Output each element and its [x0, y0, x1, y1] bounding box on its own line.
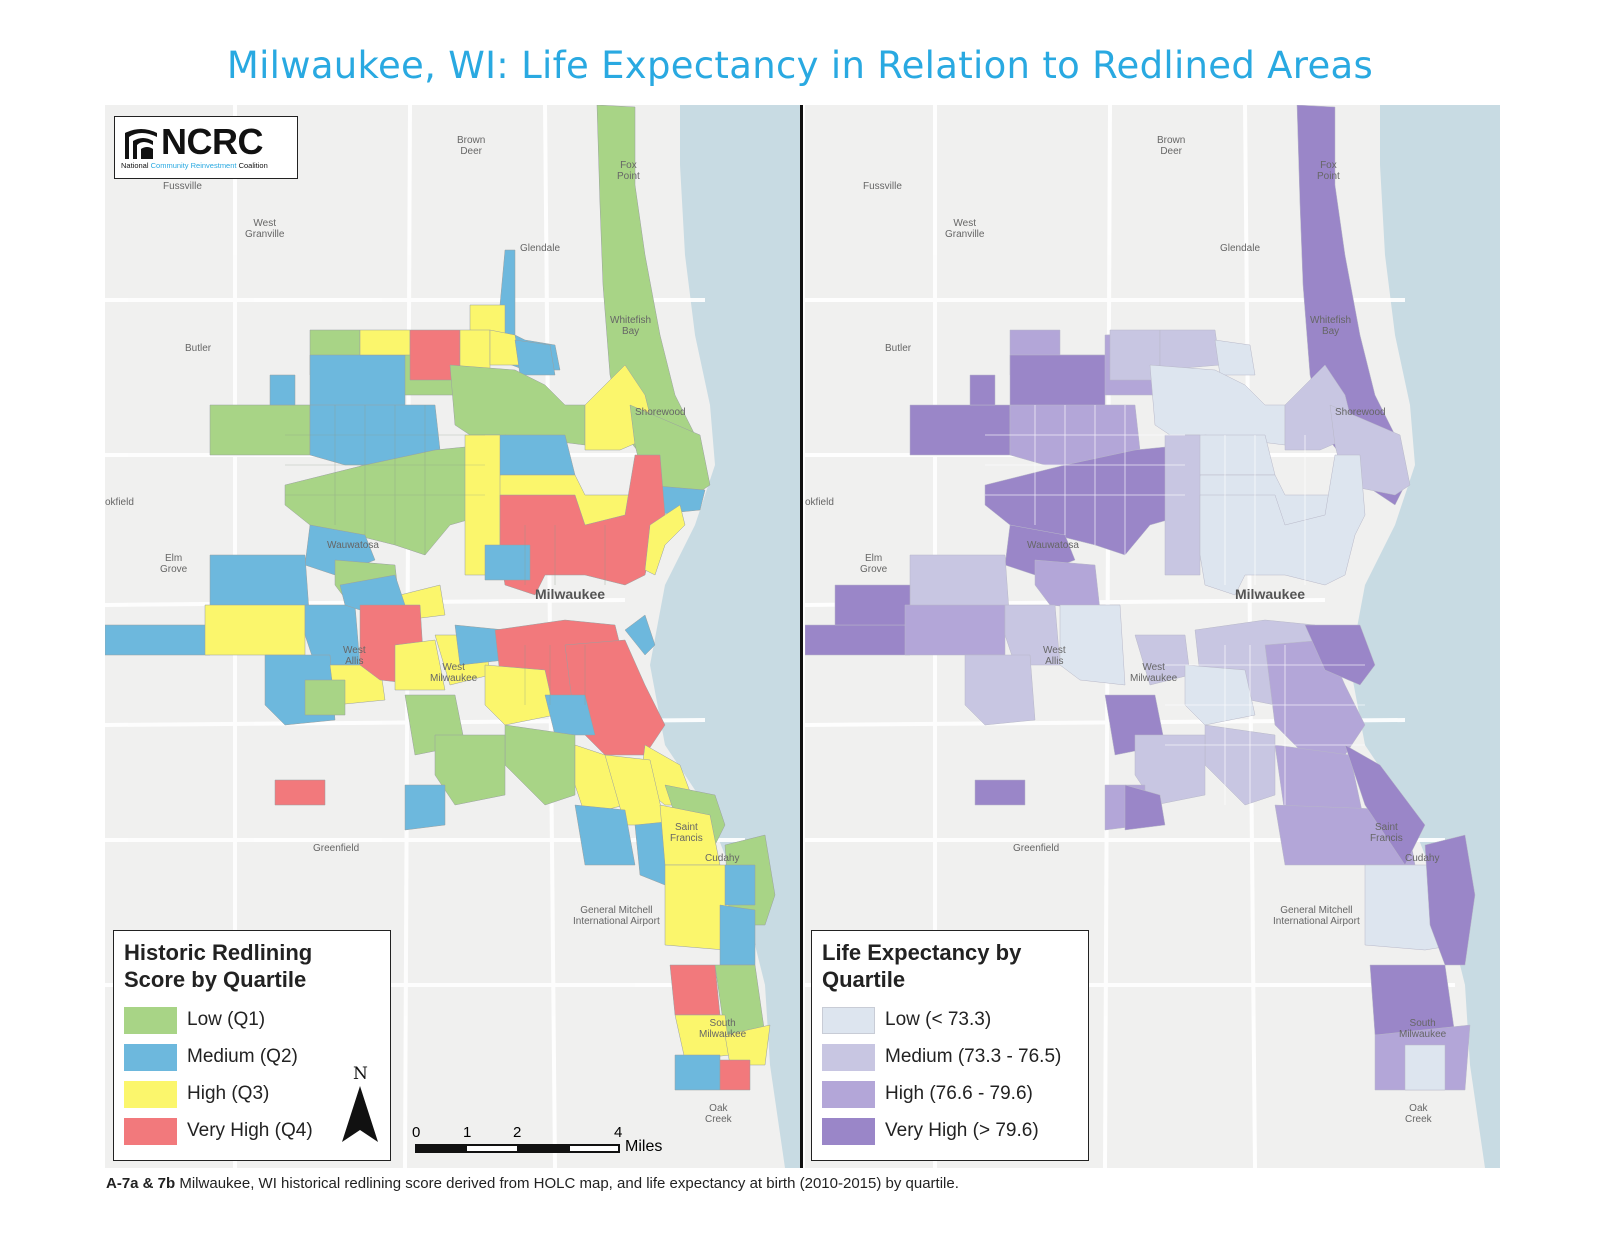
- redlining-legend-title-2: Score by Quartile: [124, 967, 307, 992]
- scale-tick-2: 2: [513, 1124, 522, 1141]
- scale-tick-4: 4: [614, 1124, 623, 1141]
- north-arrow: N: [340, 1064, 384, 1144]
- life-legend-label-medium: Medium (73.3 - 76.5): [885, 1046, 1062, 1067]
- legend-label-high: High (Q3): [187, 1083, 270, 1104]
- place-brookfield: okfield: [105, 497, 134, 508]
- place-elm-grove: Elm Grove: [860, 553, 888, 575]
- place-brookfield: okfield: [805, 497, 834, 508]
- caption-figure-id: A-7a & 7b: [106, 1175, 176, 1192]
- place-whitefish-bay: Whitefish Bay: [610, 315, 652, 337]
- legend-row-high: High (Q3): [124, 1081, 394, 1108]
- life-expectancy-map-canvas: [805, 105, 1500, 1168]
- north-arrow-icon: [342, 1086, 378, 1142]
- legend-swatch-medium: [124, 1044, 177, 1071]
- place-west-granville: West Granville: [945, 218, 985, 240]
- ncrc-logo-text: NCRC: [161, 121, 264, 162]
- life-legend-label-very-high: Very High (> 79.6): [885, 1120, 1039, 1141]
- page-title: Milwaukee, WI: Life Expectancy in Relati…: [226, 44, 1374, 87]
- place-west-milwaukee: West Milwaukee: [1130, 662, 1178, 684]
- place-butler: Butler: [185, 343, 212, 354]
- life-legend-row-medium: Medium (73.3 - 76.5): [822, 1044, 1092, 1071]
- place-fussville: Fussville: [863, 181, 902, 192]
- place-cudahy: Cudahy: [705, 853, 740, 864]
- place-glendale: Glendale: [520, 243, 561, 254]
- place-south-milwaukee: South Milwaukee: [1399, 1018, 1447, 1040]
- place-whitefish-bay: Whitefish Bay: [1310, 315, 1352, 337]
- scale-tick-0: 0: [412, 1124, 421, 1141]
- place-oak-creek: Oak Creek: [1405, 1103, 1432, 1125]
- place-fox-point: Fox Point: [1317, 160, 1340, 182]
- life-legend-row-high: High (76.6 - 79.6): [822, 1081, 1092, 1108]
- logo-sub-3: Coalition: [238, 161, 268, 170]
- redlining-map-canvas: [105, 105, 800, 1168]
- life-legend-swatch-medium: [822, 1044, 875, 1071]
- redlining-legend: Historic Redlining Score by Quartile Low…: [113, 930, 391, 1161]
- life-legend-swatch-low: [822, 1007, 875, 1034]
- legend-swatch-low: [124, 1007, 177, 1034]
- place-brown-deer: Brown Deer: [1157, 135, 1186, 157]
- place-elm-grove: Elm Grove: [160, 553, 188, 575]
- life-legend-label-low: Low (< 73.3): [885, 1009, 992, 1030]
- place-wauwatosa: Wauwatosa: [1027, 540, 1079, 551]
- ncrc-logo-subtitle: National Community Reinvestment Coalitio…: [121, 161, 268, 170]
- life-legend-title: Life Expectancy by Quartile: [822, 939, 1021, 993]
- scale-tick-1: 1: [463, 1124, 472, 1141]
- place-south-milwaukee: South Milwaukee: [699, 1018, 747, 1040]
- north-label: N: [353, 1064, 368, 1084]
- legend-row-medium: Medium (Q2): [124, 1044, 394, 1071]
- life-legend-title-2: Quartile: [822, 967, 906, 992]
- ncrc-logo: NCRC National Community Reinvestment Coa…: [114, 116, 298, 179]
- logo-sub-2: Community Reinvestment: [150, 161, 237, 170]
- place-oak-creek: Oak Creek: [705, 1103, 732, 1125]
- place-west-allis: West Allis: [343, 645, 366, 667]
- life-legend-swatch-very-high: [822, 1118, 875, 1145]
- place-greenfield: Greenfield: [313, 843, 360, 854]
- place-cudahy: Cudahy: [1405, 853, 1440, 864]
- legend-swatch-high: [124, 1081, 177, 1108]
- place-brown-deer: Brown Deer: [457, 135, 486, 157]
- place-airport: General Mitchell International Airport: [1273, 905, 1360, 927]
- legend-label-medium: Medium (Q2): [187, 1046, 298, 1067]
- life-legend-swatch-high: [822, 1081, 875, 1108]
- place-saint-francis: Saint Francis: [1370, 822, 1403, 844]
- figure-caption: A-7a & 7b Milwaukee, WI historical redli…: [106, 1175, 959, 1192]
- place-glendale: Glendale: [1220, 243, 1261, 254]
- place-west-granville: West Granville: [245, 218, 285, 240]
- place-fussville: Fussville: [163, 181, 202, 192]
- logo-sub-1: National: [121, 161, 149, 170]
- scale-unit: Miles: [625, 1138, 663, 1155]
- ncrc-logo-icon: [125, 129, 157, 159]
- place-butler: Butler: [885, 343, 912, 354]
- legend-label-very-high: Very High (Q4): [187, 1120, 313, 1141]
- legend-swatch-very-high: [124, 1118, 177, 1145]
- place-milwaukee: Milwaukee: [535, 586, 606, 602]
- life-legend-row-low: Low (< 73.3): [822, 1007, 1092, 1034]
- legend-label-low: Low (Q1): [187, 1009, 266, 1030]
- place-shorewood: Shorewood: [1335, 407, 1386, 418]
- map-divider: [800, 105, 803, 1168]
- life-legend-row-very-high: Very High (> 79.6): [822, 1118, 1092, 1145]
- redlining-legend-title-1: Historic Redlining: [124, 940, 313, 965]
- legend-row-low: Low (Q1): [124, 1007, 394, 1034]
- scale-bar-graphic: [415, 1144, 620, 1153]
- place-wauwatosa: Wauwatosa: [327, 540, 379, 551]
- redlining-legend-title: Historic Redlining Score by Quartile: [124, 939, 312, 993]
- place-fox-point: Fox Point: [617, 160, 640, 182]
- place-west-allis: West Allis: [1043, 645, 1066, 667]
- caption-text: Milwaukee, WI historical redlining score…: [175, 1175, 959, 1192]
- place-shorewood: Shorewood: [635, 407, 686, 418]
- place-milwaukee: Milwaukee: [1235, 586, 1306, 602]
- place-west-milwaukee: West Milwaukee: [430, 662, 478, 684]
- place-airport: General Mitchell International Airport: [573, 905, 660, 927]
- legend-row-very-high: Very High (Q4): [124, 1118, 394, 1145]
- life-expectancy-legend: Life Expectancy by Quartile Low (< 73.3)…: [811, 930, 1089, 1161]
- life-legend-label-high: High (76.6 - 79.6): [885, 1083, 1033, 1104]
- redlining-map: Brown Deer Fox Point Fussville West Granvil…: [105, 105, 800, 1168]
- life-legend-title-1: Life Expectancy by: [822, 940, 1022, 965]
- place-greenfield: Greenfield: [1013, 843, 1060, 854]
- place-saint-francis: Saint Francis: [670, 822, 703, 844]
